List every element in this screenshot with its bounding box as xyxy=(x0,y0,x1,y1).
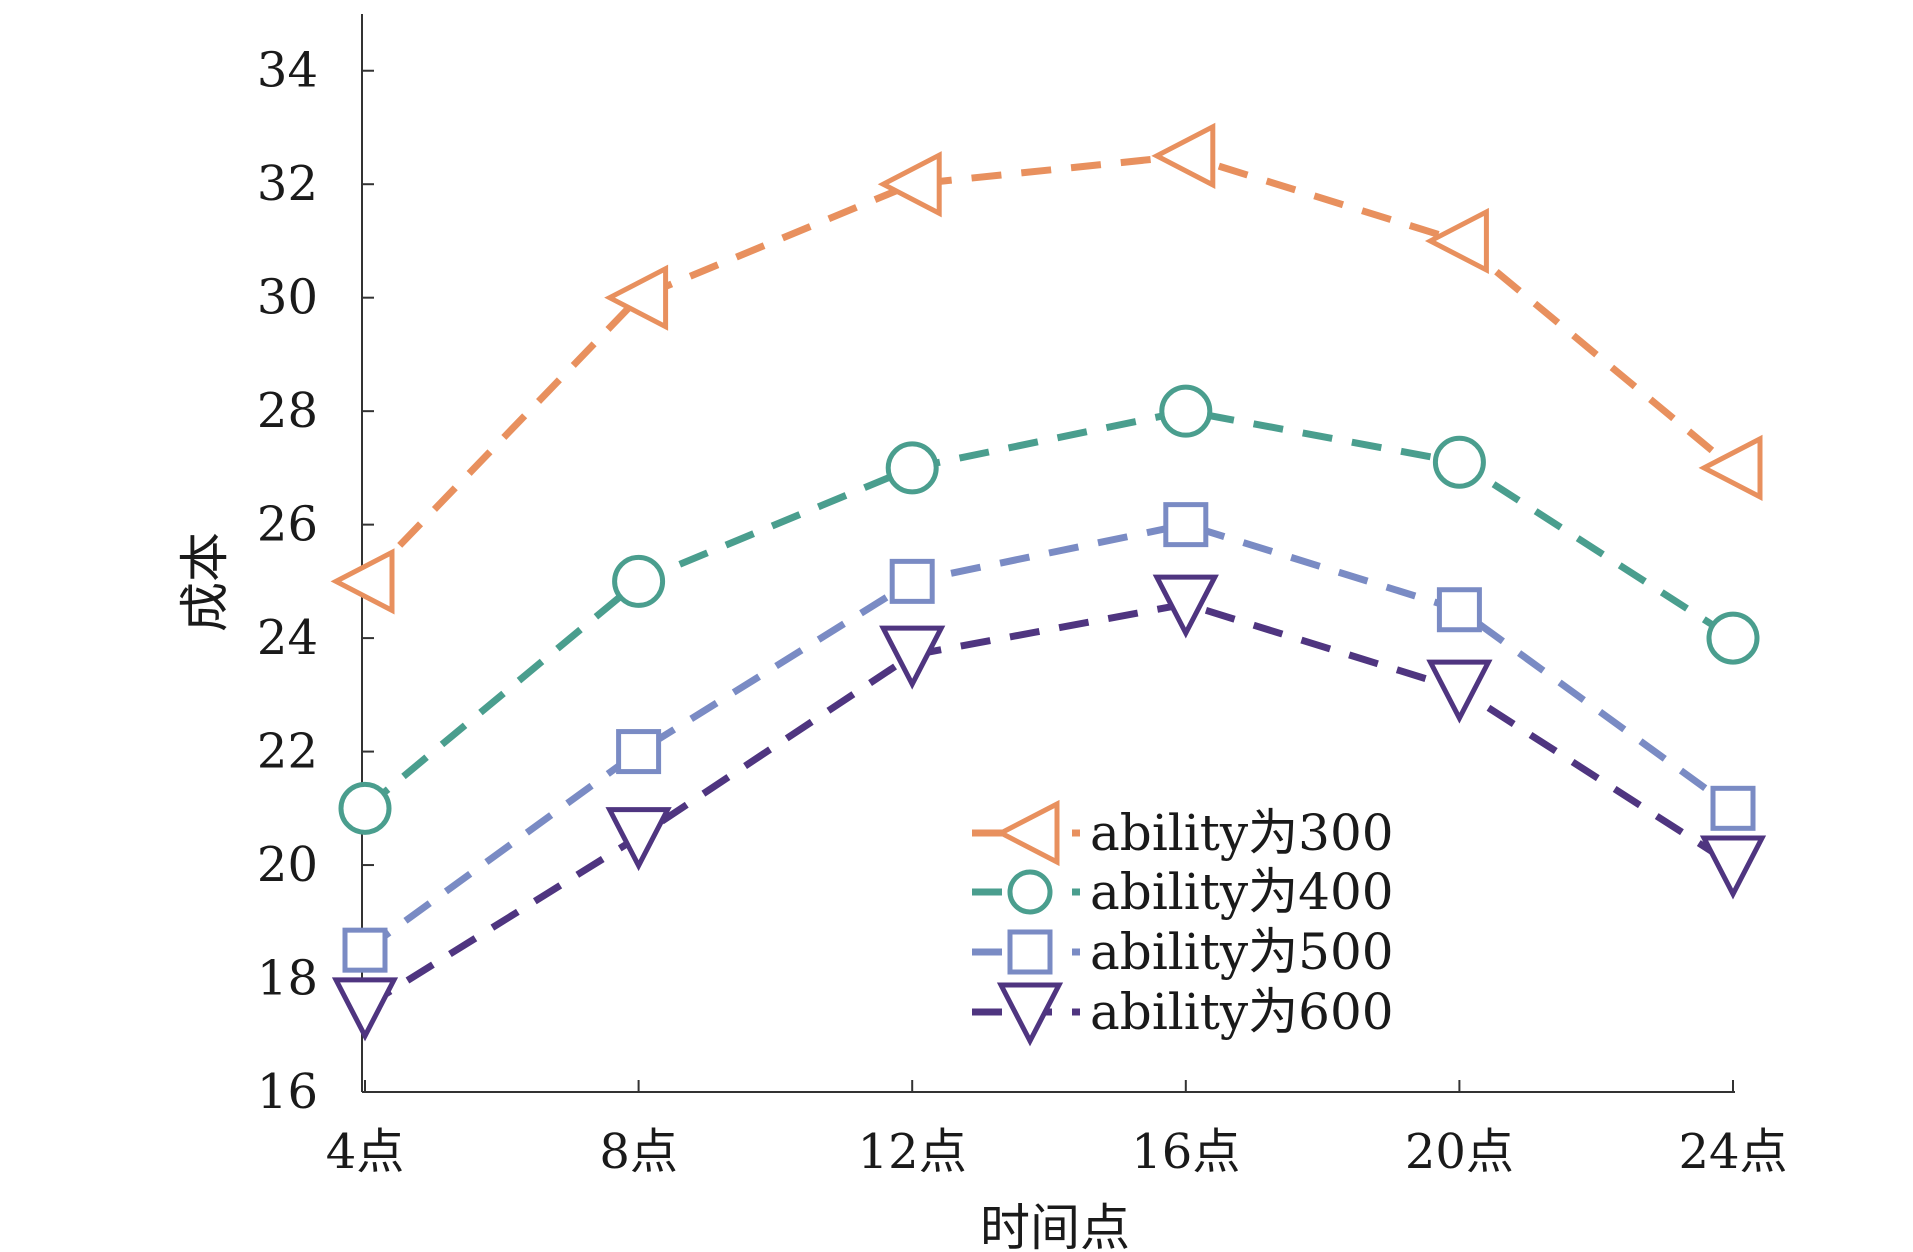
data-point xyxy=(1151,122,1216,189)
legend-marker xyxy=(996,982,1064,1047)
series-line xyxy=(362,521,1736,953)
x-tick-label: 12点 xyxy=(858,1124,967,1180)
data-point xyxy=(879,625,946,690)
y-tick-label: 16 xyxy=(257,1064,318,1120)
x-tick-label: 16点 xyxy=(1131,1124,1240,1180)
legend-item: ability为600 xyxy=(972,982,1394,1047)
data-point xyxy=(1432,435,1486,489)
x-ticks: 4点 8点 12点 16点 20点 24点 xyxy=(326,1080,1788,1180)
legend-label: ability为600 xyxy=(1090,983,1394,1041)
x-tick-label: 8点 xyxy=(599,1124,678,1180)
data-point xyxy=(331,977,399,1042)
legend-marker xyxy=(1007,929,1053,975)
y-tick-label: 30 xyxy=(257,270,318,326)
y-tick-label: 18 xyxy=(257,951,318,1007)
series-group xyxy=(330,122,1767,1042)
data-point xyxy=(1152,574,1219,639)
x-axis-label: 时间点 xyxy=(980,1199,1130,1252)
axes xyxy=(361,14,1735,1093)
legend-marker xyxy=(1007,869,1053,915)
data-point xyxy=(1710,785,1756,831)
data-point xyxy=(1159,384,1213,438)
legend-label: ability为400 xyxy=(1090,863,1394,921)
y-tick-label: 20 xyxy=(257,837,318,893)
legend-item: ability为400 xyxy=(972,863,1394,921)
data-point xyxy=(1698,434,1763,502)
series-line xyxy=(362,152,1736,584)
legend-label: ability为500 xyxy=(1090,923,1394,981)
x-tick-label: 24点 xyxy=(1678,1124,1787,1180)
y-tick-label: 32 xyxy=(257,156,318,212)
data-point xyxy=(1163,502,1209,548)
legend: ability为300ability为400ability为500ability… xyxy=(972,799,1394,1047)
y-tick-label: 22 xyxy=(257,724,318,780)
legend-item: ability为500 xyxy=(972,923,1394,981)
series-2 xyxy=(338,384,1760,835)
data-point xyxy=(877,151,942,218)
y-tick-label: 26 xyxy=(257,497,318,553)
data-point xyxy=(605,807,672,872)
data-point xyxy=(616,729,662,775)
data-point xyxy=(342,927,388,973)
data-point xyxy=(889,558,935,604)
series-4 xyxy=(331,574,1767,1042)
data-point xyxy=(1706,611,1760,665)
series-line xyxy=(362,407,1735,812)
x-tick-label: 4点 xyxy=(326,1124,405,1180)
y-axis-label: 成本 xyxy=(176,532,234,632)
data-point xyxy=(1436,587,1482,633)
data-point xyxy=(604,264,669,331)
y-tick-label: 34 xyxy=(257,43,318,99)
series-line xyxy=(363,600,1735,1010)
data-point xyxy=(1426,659,1493,724)
data-point xyxy=(885,441,939,495)
series-3 xyxy=(342,502,1756,973)
data-point xyxy=(1699,835,1767,900)
series-1 xyxy=(330,122,1763,615)
x-tick-label: 20点 xyxy=(1405,1124,1514,1180)
data-point xyxy=(338,781,392,835)
legend-item: ability为300 xyxy=(972,799,1394,867)
y-ticks: 16 18 20 22 24 26 28 30 32 34 xyxy=(257,43,374,1120)
legend-label: ability为300 xyxy=(1090,804,1394,862)
legend-marker xyxy=(995,799,1060,867)
data-point xyxy=(330,548,395,615)
data-point xyxy=(1424,207,1489,275)
y-tick-label: 28 xyxy=(257,383,318,439)
y-tick-label: 24 xyxy=(257,610,318,666)
data-point xyxy=(612,554,666,608)
